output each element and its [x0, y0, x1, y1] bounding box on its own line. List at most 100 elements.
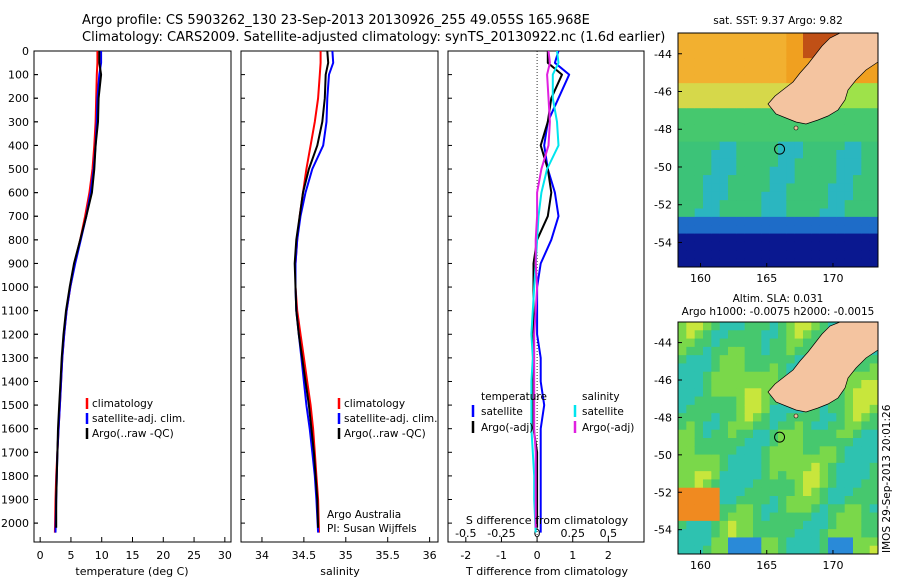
credit-line1: Argo Australia	[327, 509, 401, 521]
map-cell	[869, 66, 878, 76]
map-cell	[861, 200, 871, 210]
map-cell	[736, 116, 746, 126]
map-cell	[678, 529, 687, 539]
map-cell	[711, 108, 721, 118]
map-cell	[694, 99, 704, 109]
map-cell	[719, 124, 729, 134]
map-cell	[853, 158, 862, 168]
map-cell	[719, 371, 729, 381]
map-cell	[719, 330, 729, 340]
map-cell	[811, 496, 821, 505]
map-cell	[711, 363, 721, 373]
s-tick-label: -0.5	[455, 527, 476, 540]
map-cell	[719, 200, 729, 210]
map-cell	[786, 479, 796, 489]
map-cell	[819, 438, 829, 447]
map-cell	[828, 487, 837, 497]
map-cell	[778, 241, 787, 251]
map-cell	[753, 150, 762, 159]
map-cell	[678, 116, 687, 126]
map-cell	[861, 66, 871, 76]
map-cell	[736, 133, 746, 143]
map-cell	[786, 338, 796, 348]
map-cell	[694, 446, 704, 456]
map-cell	[769, 454, 779, 464]
map-cell	[686, 330, 696, 340]
map-cell	[719, 133, 729, 143]
sla-land	[767, 322, 878, 419]
series-argo-raw-qc	[293, 51, 330, 528]
map-cell	[861, 216, 871, 226]
map-cell	[861, 175, 871, 185]
map-cell	[686, 208, 696, 218]
map-cell	[861, 225, 871, 235]
map-cell	[778, 116, 787, 126]
map-cell	[844, 91, 854, 101]
depth-tick-label: 1900	[1, 494, 29, 507]
map-cell	[678, 250, 687, 260]
map-cell	[711, 91, 721, 101]
map-cell	[728, 504, 737, 514]
map-cell	[744, 175, 754, 185]
map-cell	[861, 116, 871, 126]
map-cell	[869, 225, 878, 235]
map-cell	[744, 512, 754, 522]
map-cell	[819, 150, 829, 159]
map-cell	[811, 225, 821, 235]
map-cell	[853, 462, 862, 472]
legend-title-salinity: salinity	[582, 391, 620, 403]
map-cell	[769, 529, 779, 539]
map-cell	[769, 504, 779, 514]
map-cell	[686, 233, 696, 243]
map-cell	[728, 388, 737, 398]
map-cell	[694, 208, 704, 218]
map-cell	[803, 250, 812, 260]
map-cell	[853, 421, 862, 431]
map-cell	[761, 158, 771, 168]
map-cell	[686, 380, 696, 389]
map-cell	[794, 487, 804, 497]
map-cell	[861, 166, 871, 176]
map-cell	[869, 363, 878, 373]
map-cell	[836, 258, 846, 267]
depth-tick-label: 2000	[1, 517, 29, 530]
map-cell	[769, 371, 779, 381]
map-cell	[811, 233, 821, 243]
map-cell	[844, 99, 854, 109]
map-cell	[786, 413, 796, 423]
map-cell	[703, 116, 712, 126]
map-cell	[694, 363, 704, 373]
map-cell	[828, 250, 837, 260]
map-cell	[678, 141, 687, 151]
map-cell	[728, 158, 737, 168]
map-cell	[853, 529, 862, 539]
lat-tick-label: -44	[654, 48, 672, 61]
map-cell	[836, 429, 846, 439]
map-cell	[786, 512, 796, 522]
map-cell	[786, 438, 796, 447]
map-cell	[694, 108, 704, 118]
map-cell	[703, 520, 712, 530]
map-cell	[761, 537, 771, 547]
map-cell	[719, 175, 729, 185]
map-cell	[728, 225, 737, 235]
map-cell	[703, 49, 712, 59]
map-cell	[769, 355, 779, 365]
map-cell	[728, 208, 737, 218]
map-cell	[711, 413, 721, 423]
map-cell	[761, 141, 771, 151]
map-cell	[853, 512, 862, 522]
map-cell	[711, 421, 721, 431]
map-cell	[769, 487, 779, 497]
map-cell	[861, 241, 871, 251]
map-cell	[786, 116, 796, 126]
map-cell	[803, 421, 812, 431]
map-cell	[711, 83, 721, 93]
map-cell	[769, 66, 779, 76]
map-cell	[728, 471, 737, 481]
map-cell	[736, 233, 746, 243]
map-cell	[728, 429, 737, 439]
map-cell	[753, 462, 762, 472]
map-cell	[769, 250, 779, 260]
lon-tick-label: 160	[690, 559, 711, 572]
